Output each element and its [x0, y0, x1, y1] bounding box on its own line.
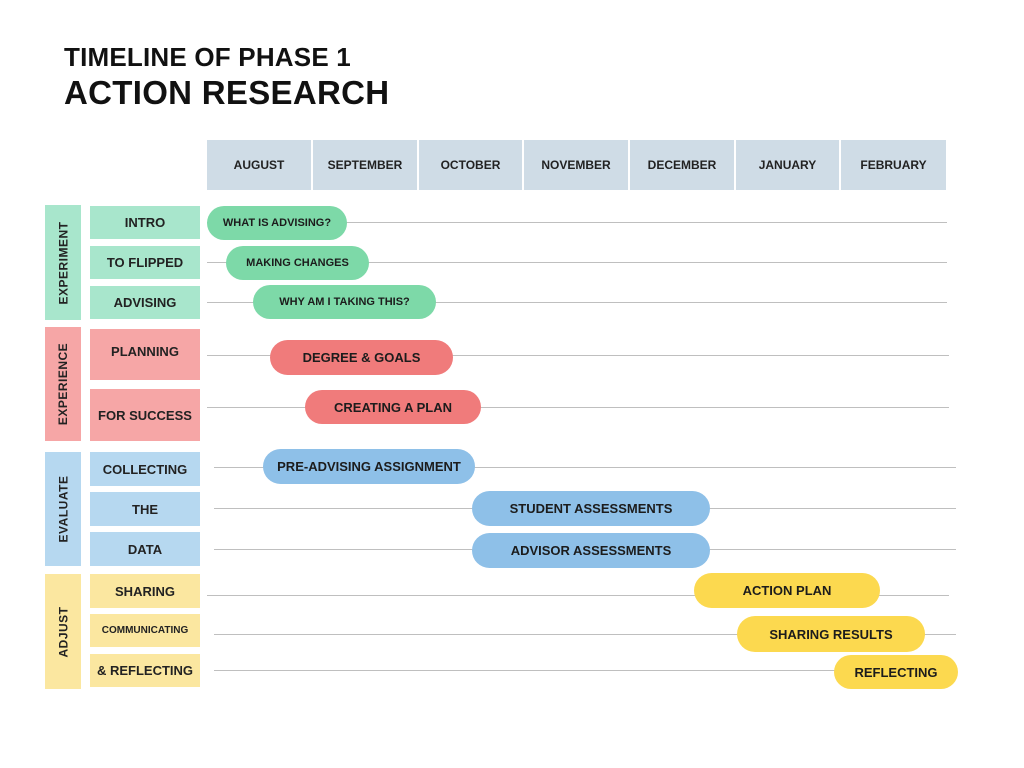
task-what-is-advising: WHAT IS ADVISING?	[207, 206, 347, 240]
row-label-to-flipped: TO FLIPPED	[90, 246, 200, 279]
row-line	[214, 634, 956, 635]
row-label-advising: ADVISING	[90, 286, 200, 319]
task-creating-a-plan: CREATING A PLAN	[305, 390, 481, 424]
title-line-2: ACTION RESEARCH	[64, 74, 390, 111]
group-adjust: ADJUST	[45, 574, 81, 689]
month-september: SEPTEMBER	[313, 140, 417, 190]
row-label-sharing: SHARING	[90, 574, 200, 608]
group-experiment: EXPERIMENT	[45, 205, 81, 320]
row-label-planning: PLANNING	[90, 329, 200, 380]
task-making-changes: MAKING CHANGES	[226, 246, 369, 280]
task-advisor-assessments: ADVISOR ASSESSMENTS	[472, 533, 710, 568]
month-november: NOVEMBER	[524, 140, 628, 190]
row-label-planning-text: PLANNING	[111, 344, 179, 359]
task-student-assessments: STUDENT ASSESSMENTS	[472, 491, 710, 526]
row-label-data: DATA	[90, 532, 200, 566]
row-line	[214, 467, 956, 468]
month-october: OCTOBER	[419, 140, 522, 190]
month-august: AUGUST	[207, 140, 311, 190]
row-line	[207, 595, 949, 596]
month-february: FEBRUARY	[841, 140, 946, 190]
task-degree-goals: DEGREE & GOALS	[270, 340, 453, 375]
row-line	[207, 355, 949, 356]
row-label-the: THE	[90, 492, 200, 526]
row-label-collecting: COLLECTING	[90, 452, 200, 486]
row-label-intro: INTRO	[90, 206, 200, 239]
group-evaluate: EVALUATE	[45, 452, 81, 566]
task-reflecting: REFLECTING	[834, 655, 958, 689]
group-experience: EXPERIENCE	[45, 327, 81, 441]
row-line	[207, 407, 949, 408]
task-action-plan: ACTION PLAN	[694, 573, 880, 608]
title-line-1: TIMELINE OF PHASE 1	[64, 42, 351, 72]
row-line	[207, 222, 947, 223]
task-sharing-results: SHARING RESULTS	[737, 616, 925, 652]
row-line	[207, 262, 947, 263]
row-label-for-success: FOR SUCCESS	[90, 389, 200, 441]
group-experience-label: EXPERIENCE	[56, 342, 71, 426]
group-experiment-label: EXPERIMENT	[56, 220, 71, 305]
group-evaluate-label: EVALUATE	[56, 475, 71, 543]
task-why-am-i-taking-this: WHY AM I TAKING THIS?	[253, 285, 436, 319]
group-adjust-label: ADJUST	[56, 605, 71, 658]
month-january: JANUARY	[736, 140, 839, 190]
row-line	[214, 670, 956, 671]
task-pre-advising-assignment: PRE-ADVISING ASSIGNMENT	[263, 449, 475, 484]
row-label-reflecting: & REFLECTING	[90, 654, 200, 687]
row-line	[207, 302, 947, 303]
row-label-communicating: COMMUNICATING	[90, 614, 200, 647]
month-december: DECEMBER	[630, 140, 734, 190]
